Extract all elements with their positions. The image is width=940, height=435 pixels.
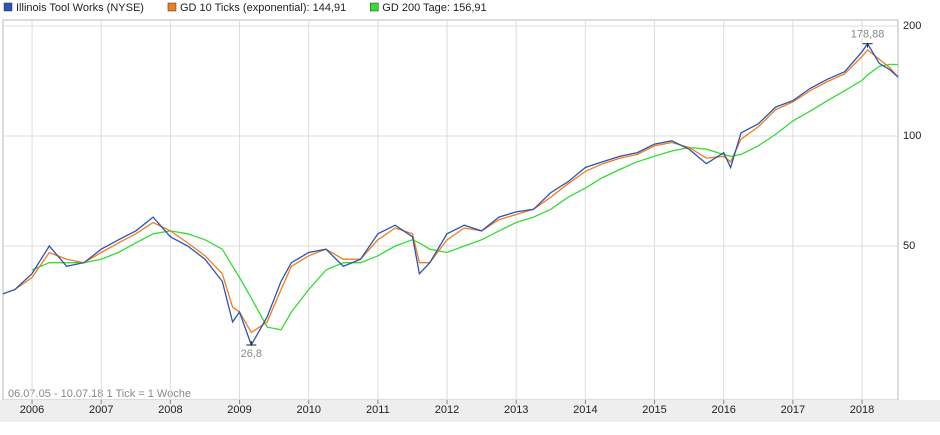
series-line [2, 42, 899, 347]
x-tick-label: 2017 [781, 404, 805, 416]
legend-label: Illinois Tool Works (NYSE) [16, 2, 144, 14]
series-line [2, 48, 899, 334]
x-tick-label: 2007 [89, 404, 113, 416]
series-line [31, 63, 899, 331]
x-tick-label: 2009 [227, 404, 251, 416]
annotation-label: 26,8 [241, 348, 262, 360]
x-tick-label: 2016 [711, 404, 735, 416]
legend-label: GD 200 Tage: 156,91 [382, 2, 486, 14]
annotation-label: 178,88 [851, 29, 885, 41]
x-tick-label: 2013 [504, 404, 528, 416]
x-tick-label: 2006 [20, 404, 44, 416]
y-tick-label: 200 [903, 20, 921, 32]
legend-label: GD 10 Ticks (exponential): 144,91 [180, 2, 346, 14]
legend-swatch [167, 2, 177, 12]
y-tick-label: 100 [903, 130, 921, 142]
plot-area [2, 19, 899, 401]
x-tick-label: 2011 [366, 404, 390, 416]
x-axis-band [0, 400, 940, 422]
x-tick-label: 2010 [296, 404, 320, 416]
x-tick-label: 2008 [158, 404, 182, 416]
footnote: 06.07.05 - 10.07.18 1 Tick = 1 Woche [8, 388, 191, 400]
legend-swatch [370, 2, 379, 12]
x-tick-label: 2018 [850, 404, 874, 416]
x-tick-label: 2015 [642, 404, 666, 416]
y-tick-label: 50 [903, 240, 915, 252]
legend-swatch [3, 2, 13, 12]
x-tick-label: 2014 [573, 404, 597, 416]
x-tick-label: 2012 [435, 404, 459, 416]
